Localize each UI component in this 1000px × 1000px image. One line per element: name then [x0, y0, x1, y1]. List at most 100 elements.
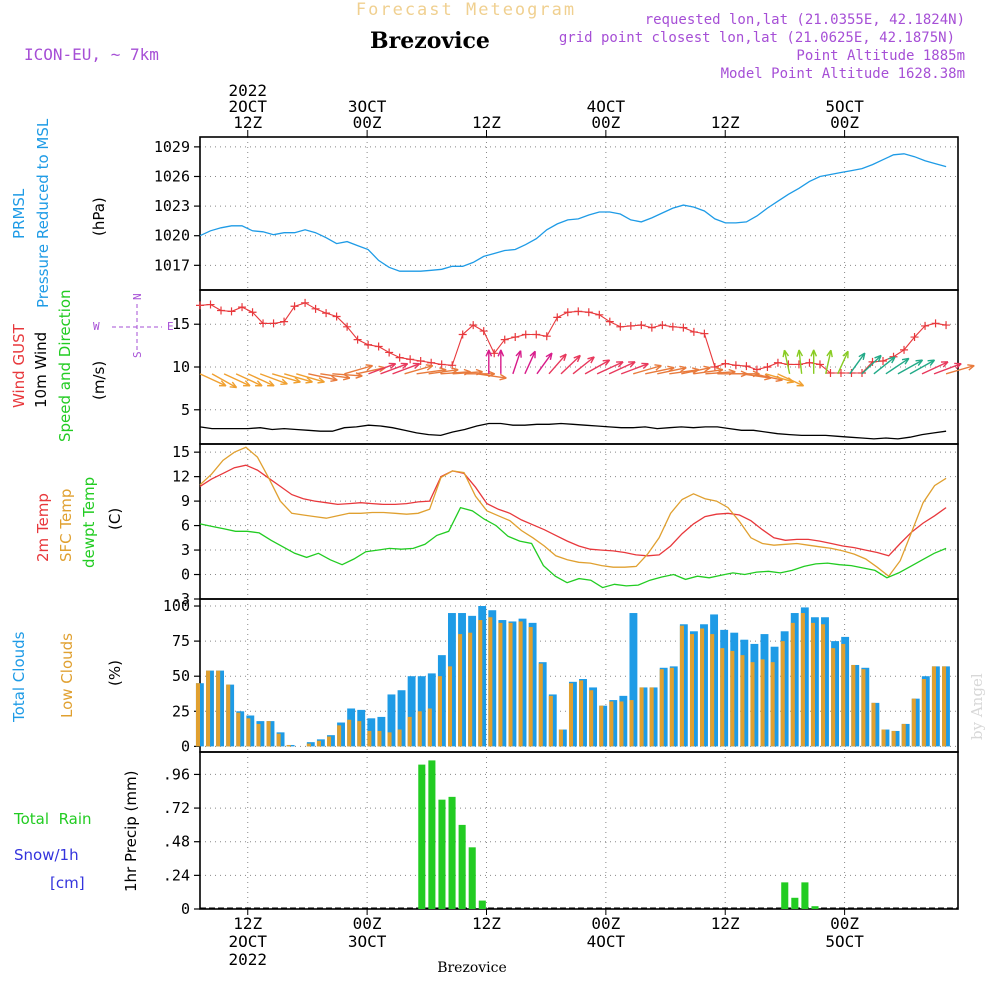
- low-cloud-bar-50: [700, 628, 705, 747]
- wind-arrowhead-58: [915, 359, 924, 367]
- wind-labels: Wind GUST 10m Wind Speed and Direction (…: [10, 289, 174, 442]
- wind-arrowhead-2: [243, 380, 251, 387]
- wind-arrow-12: [344, 364, 373, 375]
- low-cloud-bar-67: [871, 702, 876, 747]
- low-cloud-bar-62: [821, 624, 826, 747]
- top-time-label-1-0: 3OCT: [348, 97, 387, 116]
- temp-label-2m: 2m Temp: [34, 493, 52, 562]
- low-cloud-bar-29: [488, 617, 493, 747]
- wind-arrow-9: [308, 373, 338, 381]
- pressure-ylabel-3: 1026: [154, 167, 190, 185]
- wind-arrowhead-59: [927, 359, 936, 367]
- temp-ylabel-2: 3: [181, 541, 190, 559]
- wind-arrow-28: [536, 352, 553, 375]
- rain-bar-23: [428, 760, 436, 909]
- wind-arrow-26: [512, 350, 522, 375]
- precip-labels: Total Rain Snow/1h [cm] 1hr Precip (mm): [13, 771, 140, 892]
- low-cloud-bar-44: [639, 687, 644, 747]
- wind-ylabel-2: 15: [172, 315, 190, 333]
- temp-label-dew: dewpt Temp: [80, 477, 98, 568]
- gust-marker-21: [416, 357, 425, 366]
- gust-marker-38: [595, 310, 604, 319]
- wind-label-gust: Wind GUST: [10, 323, 28, 408]
- gust-marker-13: [332, 312, 341, 321]
- bottom-time-label-4-0: 12Z: [711, 914, 740, 933]
- pressure-labels: PRMSL Pressure Reduced to MSL (hPa): [10, 118, 108, 308]
- gust-marker-12: [322, 309, 331, 318]
- gust-marker-29: [500, 335, 509, 344]
- gust-marker-1: [206, 300, 215, 309]
- wind-arrow-57: [885, 357, 910, 375]
- gust-marker-14: [343, 322, 352, 331]
- low-cloud-bar-36: [558, 729, 563, 747]
- low-cloud-bar-8: [276, 733, 281, 747]
- wind-arrowhead-50: [796, 349, 804, 357]
- rain-bar-60: [801, 882, 809, 909]
- low-cloud-bar-18: [377, 730, 382, 747]
- low-cloud-bar-51: [710, 634, 715, 747]
- top-time-label-0-2: 12Z: [233, 113, 262, 132]
- gridpoint-coords: grid point closest lon,lat (21.0625E, 42…: [559, 30, 955, 46]
- station-title: Brezovice: [370, 28, 490, 54]
- gust-marker-65: [879, 357, 888, 366]
- low-cloud-bar-24: [437, 676, 442, 747]
- gust-marker-45: [668, 322, 677, 331]
- bottom-time-label-0-2: 2022: [228, 950, 267, 969]
- compass-east: E: [167, 320, 174, 333]
- wind-arrow-1: [211, 373, 237, 389]
- low-cloud-bar-43: [629, 700, 634, 747]
- gust-marker-67: [900, 345, 909, 354]
- low-cloud-bar-35: [548, 695, 553, 747]
- gust-marker-19: [395, 353, 404, 362]
- wind-arrowhead-6: [293, 377, 301, 384]
- wind-arrow-17: [404, 364, 433, 375]
- low-cloud-bar-7: [266, 721, 271, 747]
- top-time-label-2-0: 12Z: [472, 113, 501, 132]
- low-cloud-bar-63: [831, 648, 836, 747]
- rain-bar-24: [438, 799, 446, 909]
- pressure-ylabel-4: 1029: [154, 138, 190, 156]
- gust-marker-42: [637, 321, 646, 330]
- wind-arrowhead-3: [255, 380, 263, 387]
- pressure-ylabel-2: 1023: [154, 197, 190, 215]
- gust-marker-54: [763, 363, 772, 371]
- low-cloud-bar-47: [669, 667, 674, 747]
- precip-ylabel-3: .72: [163, 799, 190, 817]
- wind-arrowhead-62: [967, 364, 975, 371]
- wind-arrow-16: [392, 363, 420, 375]
- cloud-ylabel-3: 75: [172, 632, 190, 650]
- low-cloud-bar-73: [931, 666, 936, 747]
- precip-ylabel-0: 0: [181, 900, 190, 918]
- wind-arrow-15: [380, 363, 408, 375]
- precip-ylabel-2: .48: [163, 833, 190, 851]
- cloud-panel: 0 25 50 75 100: [163, 597, 959, 755]
- requested-coords: requested lon,lat (21.0355E, 42.1824N): [645, 12, 965, 28]
- low-cloud-bar-21: [407, 716, 412, 747]
- low-cloud-bar-66: [861, 669, 866, 747]
- precip-label-snow: Snow/1h: [14, 846, 79, 864]
- wind-arrow-40: [681, 366, 711, 375]
- wind-arrow-7: [284, 373, 313, 383]
- top-time-label-5-1: 00Z: [830, 113, 859, 132]
- low-cloud-bar-58: [780, 641, 785, 747]
- total-cloud-bar-43: [629, 613, 638, 747]
- gust-marker-7: [269, 319, 278, 328]
- gust-marker-51: [731, 361, 740, 370]
- bottom-time-label-0-1: 2OCT: [228, 932, 267, 951]
- wind-arrow-46: [753, 373, 783, 381]
- low-cloud-bar-72: [921, 679, 926, 747]
- gust-marker-47: [689, 327, 698, 336]
- wind-arrowhead-5: [280, 378, 288, 385]
- temperature-panel: -3 0 3 6 9 12 15: [172, 443, 959, 608]
- gust-marker-71: [942, 321, 951, 330]
- total-cloud-bar-19: [387, 694, 396, 747]
- pressure-label-prmsl: PRMSL: [10, 188, 28, 239]
- temp-sfc-line: [199, 446, 947, 578]
- wind-arrow-37: [645, 366, 675, 375]
- gust-marker-52: [742, 362, 751, 371]
- temp-ylabel-3: 6: [181, 517, 190, 535]
- temp-label-sfc: SFC Temp: [57, 489, 75, 562]
- wind-arrowhead-16: [412, 362, 421, 370]
